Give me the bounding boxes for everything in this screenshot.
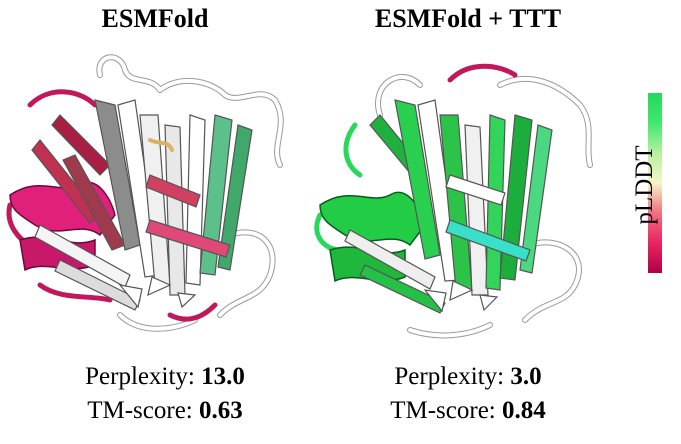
protein-structure-esmfold <box>6 54 284 332</box>
tm-score-value: 0.84 <box>502 397 546 424</box>
protein-structure-esmfold-ttt <box>314 63 593 339</box>
perplexity-label: Perplexity: <box>394 363 505 390</box>
metrics-esmfold-ttt: Perplexity: 3.0 TM-score: 0.84 <box>308 360 628 428</box>
perplexity-value: 3.0 <box>510 363 542 390</box>
perplexity-line: Perplexity: 13.0 <box>5 360 325 394</box>
metrics-esmfold: Perplexity: 13.0 TM-score: 0.63 <box>5 360 325 428</box>
colorbar-label: pLDDT <box>631 145 658 225</box>
tm-score-label: TM-score: <box>390 397 496 424</box>
tm-score-line: TM-score: 0.63 <box>5 394 325 428</box>
plddt-colorbar <box>648 93 662 273</box>
panel-title-esmfold: ESMFold <box>101 4 209 33</box>
panel-title-esmfold-ttt: ESMFold + TTT <box>374 4 562 33</box>
perplexity-label: Perplexity: <box>85 363 195 390</box>
perplexity-value: 13.0 <box>201 363 245 390</box>
tm-score-label: TM-score: <box>87 397 193 424</box>
tm-score-value: 0.63 <box>199 397 243 424</box>
perplexity-line: Perplexity: 3.0 <box>308 360 628 394</box>
esmfold-panel: ESMFold <box>0 0 320 444</box>
tm-score-line: TM-score: 0.84 <box>308 394 628 428</box>
esmfold-ttt-panel: ESMFold + TTT <box>300 0 620 444</box>
